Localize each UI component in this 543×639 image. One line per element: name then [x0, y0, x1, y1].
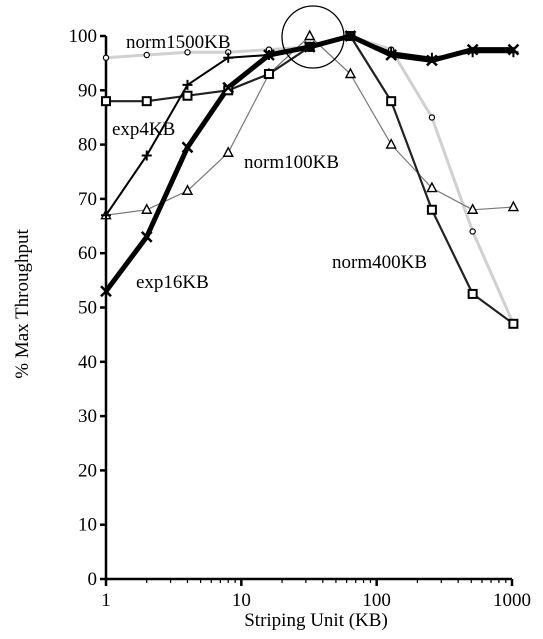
data-point-norm400kb — [263, 69, 274, 80]
y-tick-label: 10 — [78, 515, 97, 536]
y-tick-label: 30 — [78, 406, 97, 427]
data-point-norm400kb — [426, 204, 437, 215]
data-point-exp16kb — [426, 54, 438, 67]
data-point-exp16kb — [222, 81, 235, 94]
data-point-exp16kb — [140, 231, 153, 243]
y-tick-label: 0 — [88, 569, 98, 590]
data-point-norm1500kb — [469, 228, 476, 235]
data-point-exp16kb — [181, 141, 194, 154]
series-label-exp4kb: exp4KB — [112, 119, 175, 140]
data-point-norm400kb — [182, 90, 193, 101]
y-tick-label: 80 — [78, 135, 97, 156]
y-tick-label: 50 — [78, 298, 97, 319]
data-point-exp4kb — [101, 210, 111, 221]
x-axis-title: Striping Unit (KB) — [244, 610, 388, 631]
data-point-exp16kb — [303, 40, 316, 53]
data-point-norm100kb — [385, 138, 397, 149]
data-point-exp4kb — [141, 150, 152, 161]
data-point-norm400kb — [101, 96, 111, 107]
data-point-norm100kb — [426, 181, 438, 193]
series-markers — [100, 29, 520, 329]
data-point-exp4kb — [182, 79, 193, 90]
data-point-exp16kb — [466, 43, 479, 56]
data-point-norm1500kb — [102, 54, 110, 61]
x-tick-label: 100 — [362, 590, 391, 611]
series-label-exp16kb: exp16KB — [136, 272, 209, 293]
data-point-norm1500kb — [428, 114, 436, 121]
y-tick-label: 70 — [78, 189, 97, 210]
data-point-norm100kb — [304, 29, 316, 41]
data-point-norm1500kb — [143, 51, 150, 59]
series-label-norm400kb: norm400KB — [332, 252, 427, 273]
data-point-norm1500kb — [184, 49, 191, 56]
x-tick-label: 10 — [232, 590, 251, 611]
data-point-exp16kb — [344, 30, 357, 42]
series-label-norm1500kb: norm1500KB — [126, 32, 231, 53]
x-tick-label: 1 — [101, 590, 111, 611]
data-point-norm400kb — [386, 96, 397, 107]
y-tick-label: 60 — [78, 243, 97, 264]
data-point-exp16kb — [507, 43, 520, 56]
labels: Striping Unit (KB) % Max Throughput norm… — [12, 32, 427, 631]
data-point-exp4kb — [223, 52, 234, 63]
y-axis-title: % Max Throughput — [12, 229, 33, 379]
y-tick-label: 40 — [78, 352, 97, 373]
data-point-norm400kb — [508, 318, 519, 329]
y-tick-label: 90 — [78, 80, 97, 101]
data-point-norm400kb — [141, 96, 152, 107]
data-point-norm100kb — [466, 203, 479, 214]
y-tick-label: 20 — [78, 460, 97, 481]
x-tick-label: 1000 — [493, 590, 531, 611]
y-tick-label: 100 — [69, 26, 98, 47]
data-point-norm100kb — [181, 184, 194, 195]
data-point-norm100kb — [141, 203, 153, 214]
data-point-exp16kb — [100, 285, 112, 298]
data-point-norm100kb — [507, 200, 520, 212]
data-point-norm100kb — [344, 67, 357, 79]
data-point-exp16kb — [385, 49, 398, 61]
data-point-exp16kb — [263, 49, 275, 61]
data-point-norm400kb — [467, 288, 478, 299]
series-label-norm100kb: norm100KB — [244, 152, 339, 173]
peak-highlight-circle — [281, 5, 345, 69]
data-point-norm100kb — [222, 146, 234, 157]
